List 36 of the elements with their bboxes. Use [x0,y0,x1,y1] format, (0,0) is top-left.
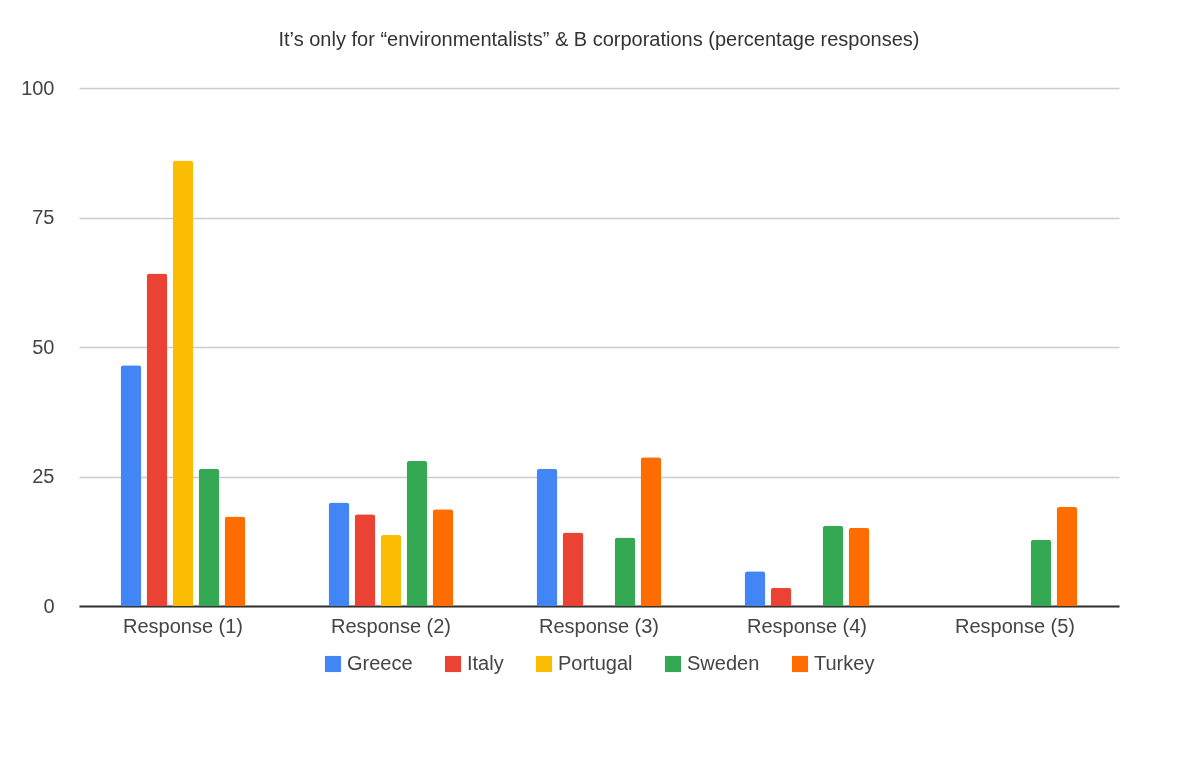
y-tick-label: 0 [43,594,55,617]
legend-label: Portugal [558,652,633,674]
x-tick-label: Response (5) [954,614,1076,637]
x-tick-label: Response (2) [330,614,452,637]
y-tick-label: 25 [32,465,55,487]
bar [432,509,454,606]
legend-label: Sweden [687,652,760,674]
legend-label: Greece [347,652,413,674]
bar [406,460,428,606]
bar [562,532,584,606]
y-tick-label: 50 [32,335,55,358]
legend-label: Turkey [814,652,875,674]
bar [640,457,662,606]
bar [120,365,142,606]
bar [172,160,194,606]
bar [536,468,558,606]
x-tick-label: Response (1) [122,614,244,637]
legend-label: Italy [467,652,504,674]
x-tick-label: Response (4) [746,614,868,637]
chart-title: It’s only for “environmentalists” & B corporations (percentage responses) [278,28,920,50]
bar [1056,507,1078,606]
y-tick-label: 100 [21,76,55,99]
y-tick-label: 75 [32,206,55,228]
bar [822,525,844,606]
bar [354,514,376,606]
bar [848,527,870,606]
bar [614,537,636,606]
bar [146,273,168,606]
bar [1030,539,1052,606]
bar [744,571,766,606]
x-tick-label: Response (3) [538,614,660,637]
bar [198,468,220,606]
bar [380,535,402,606]
bar [770,587,792,606]
bar [328,502,350,606]
bar [224,516,246,606]
